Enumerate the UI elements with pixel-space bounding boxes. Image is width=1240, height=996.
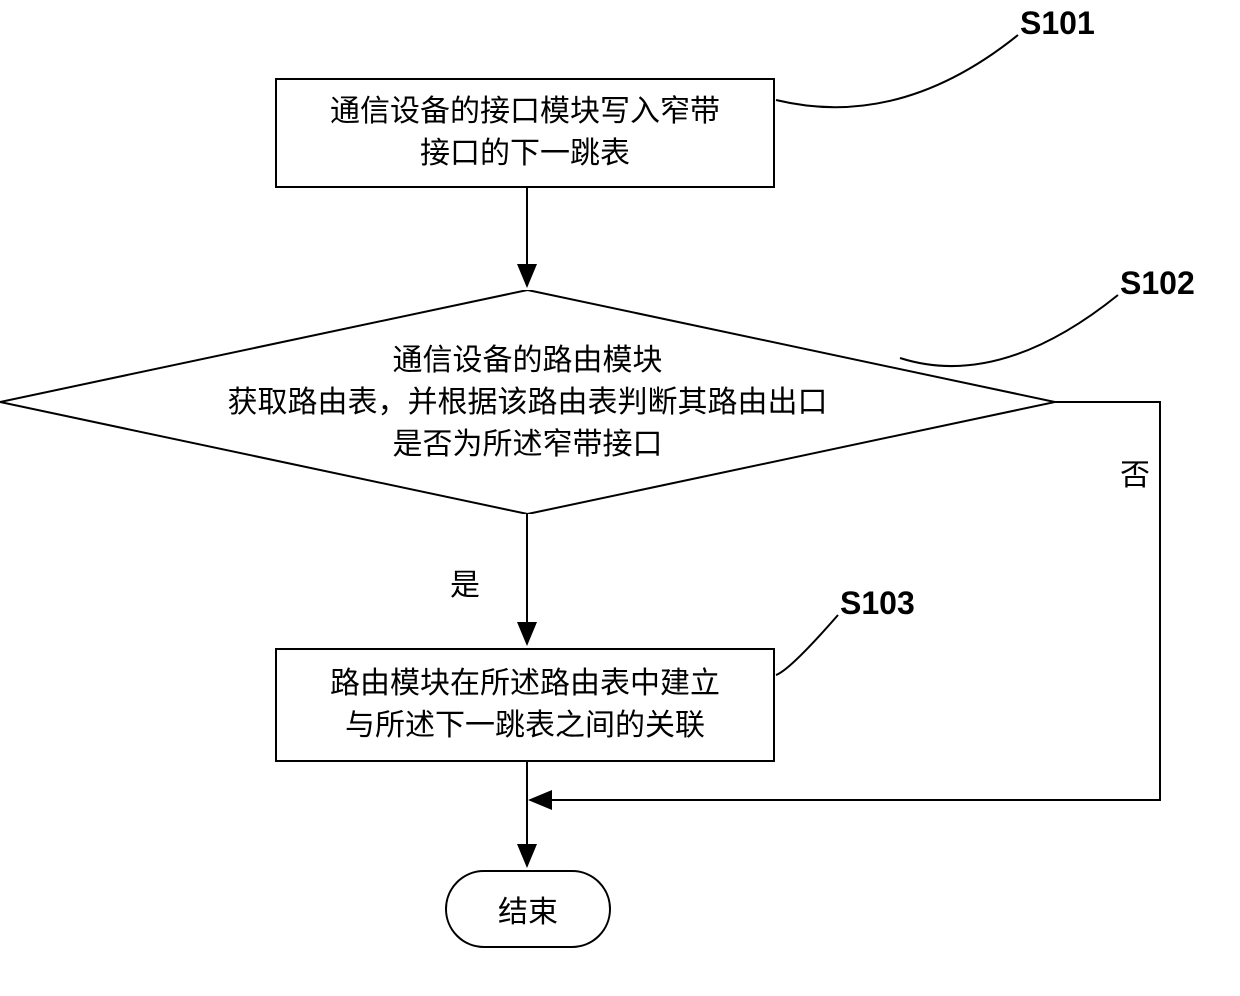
s101-text-line2: 接口的下一跳表	[330, 133, 720, 175]
s102-text-line1: 通信设备的路由模块	[0, 340, 1055, 382]
s103-text-line1: 路由模块在所述路由表中建立	[330, 663, 720, 705]
s102-label: S102	[1120, 265, 1195, 302]
s103-label: S103	[840, 585, 915, 622]
end-text: 结束	[498, 887, 558, 931]
s103-text-line2: 与所述下一跳表之间的关联	[330, 705, 720, 747]
s102-text-line3: 是否为所述窄带接口	[0, 424, 1055, 466]
s102-diamond: 通信设备的路由模块 获取路由表，并根据该路由表判断其路由出口 是否为所述窄带接口	[0, 290, 1055, 514]
s101-box: 通信设备的接口模块写入窄带 接口的下一跳表	[275, 78, 775, 188]
s103-box: 路由模块在所述路由表中建立 与所述下一跳表之间的关联	[275, 648, 775, 762]
s102-text-line2: 获取路由表，并根据该路由表判断其路由出口	[0, 382, 1055, 424]
end-terminator: 结束	[445, 870, 611, 948]
flowchart-container: S101 通信设备的接口模块写入窄带 接口的下一跳表 S102 通信设备的路由模…	[0, 0, 1240, 996]
no-label: 否	[1120, 450, 1150, 494]
s101-text-line1: 通信设备的接口模块写入窄带	[330, 91, 720, 133]
s101-label: S101	[1020, 5, 1095, 42]
yes-label: 是	[450, 560, 480, 604]
